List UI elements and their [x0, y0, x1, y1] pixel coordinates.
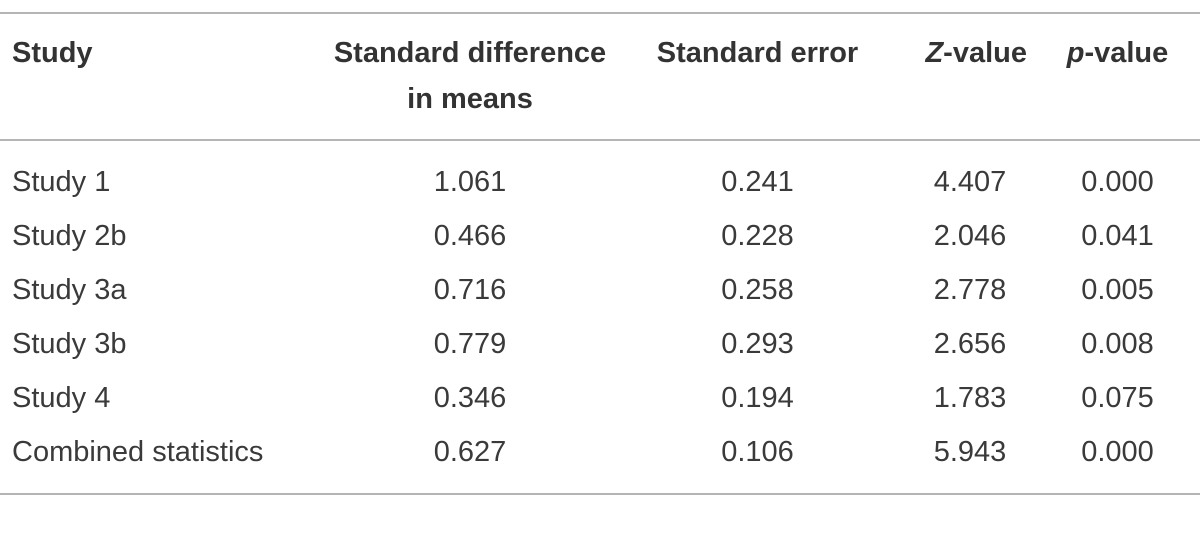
table-cell: 0.716 — [433, 273, 507, 306]
table-cell: 0.228 — [721, 219, 794, 252]
table-cell: 0.005 — [1081, 273, 1154, 306]
table-cell: 0.627 — [433, 435, 507, 468]
study-name: Study 4 — [12, 381, 111, 414]
table-row: Study 3b 0.779 0.293 2.656 0.008 — [0, 317, 1200, 371]
table-cell: 1.061 — [433, 165, 507, 198]
column-header: Z-value — [905, 13, 1035, 141]
table-cell: 0.346 — [433, 381, 507, 414]
table-cell: 0.241 — [721, 165, 794, 198]
table-cell: 0.008 — [1081, 327, 1154, 360]
table-cell: 2.046 — [933, 219, 1007, 252]
table-cell: 0.041 — [1081, 219, 1154, 252]
table-body: Study 1 1.061 0.241 4.407 0.000 Study 2b 0.466… — [0, 140, 1200, 494]
table-cell: 0.000 — [1081, 435, 1154, 468]
table-cell: 0.779 — [433, 327, 507, 360]
table-row: Study 4 0.346 0.194 1.783 0.075 — [0, 371, 1200, 425]
column-header: Standard difference in means — [330, 13, 610, 141]
table-row: Study 3a 0.716 0.258 2.778 0.005 — [0, 263, 1200, 317]
study-name: Combined statistics — [12, 435, 264, 468]
table-cell: 1.783 — [933, 381, 1007, 414]
column-header: p-value — [1035, 13, 1200, 141]
study-name: Study 3a — [12, 273, 127, 306]
table-header: Study Standard difference in means Standar… — [0, 13, 1200, 141]
study-name: Study 1 — [12, 165, 111, 198]
table-cell: 0.466 — [433, 219, 507, 252]
table-cell: 0.293 — [721, 327, 794, 360]
table-cell: 0.106 — [721, 435, 794, 468]
header-row: Study Standard difference in means Standar… — [0, 13, 1200, 141]
table-row: Study 1 1.061 0.241 4.407 0.000 — [0, 140, 1200, 209]
table-cell: 2.656 — [933, 327, 1007, 360]
results-table: Study Standard difference in means Standar… — [0, 12, 1200, 495]
study-name: Study 3b — [12, 327, 127, 360]
table-cell: 0.194 — [721, 381, 794, 414]
table-row: Study 2b 0.466 0.228 2.046 0.041 — [0, 209, 1200, 263]
column-header: Study — [0, 13, 330, 141]
table-cell: 5.943 — [933, 435, 1007, 468]
table-cell: 0.258 — [721, 273, 794, 306]
table-cell: 4.407 — [933, 165, 1007, 198]
table-cell: 0.075 — [1081, 381, 1154, 414]
table-cell: 0.000 — [1081, 165, 1154, 198]
table-cell: 2.778 — [933, 273, 1007, 306]
column-header: Standard error — [610, 13, 905, 141]
table-row: Combined statistics 0.627 0.106 5.943 0.000 — [0, 425, 1200, 494]
study-name: Study 2b — [12, 219, 127, 252]
